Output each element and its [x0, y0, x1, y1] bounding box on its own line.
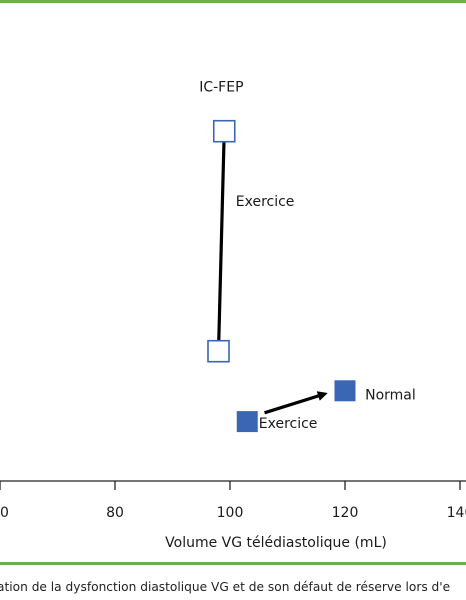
annotation-label: Normal	[365, 388, 416, 404]
arrows	[216, 128, 328, 415]
icfep-point	[212, 119, 236, 143]
icfep-point	[207, 339, 230, 363]
x-tick-label: 140	[447, 505, 466, 521]
annotation-label: IC-FEP	[199, 80, 243, 96]
x-ticks: 60 80 100 120 140	[0, 481, 466, 521]
annotations: IC-FEP Exercice Normal Exercice	[199, 80, 416, 433]
figure-caption: ation de la dysfonction diastolique VG e…	[0, 580, 451, 594]
x-tick-label: 100	[217, 505, 244, 521]
x-tick-label: 60	[0, 505, 9, 521]
annotation-label: Exercice	[236, 194, 295, 210]
data-points	[207, 119, 356, 433]
normal-point	[236, 411, 258, 433]
x-axis-title: Volume VG télédiastolique (mL)	[165, 535, 387, 551]
exercise-arrow	[264, 391, 328, 415]
x-tick-label: 120	[332, 505, 359, 521]
normal-point	[334, 380, 356, 402]
exercise-arrow	[216, 128, 230, 352]
x-tick-label: 80	[106, 505, 124, 521]
annotation-label: Exercice	[259, 416, 318, 432]
